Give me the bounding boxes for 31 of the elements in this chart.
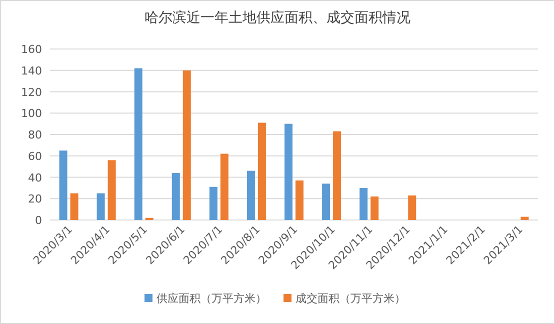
- bar: [209, 186, 218, 220]
- bar: [333, 131, 342, 220]
- legend-label: 供应面积（万平方米）: [156, 292, 266, 305]
- bar: [408, 195, 416, 220]
- y-tick-label: 120: [21, 86, 42, 99]
- y-tick-label: 160: [21, 43, 42, 56]
- bar: [296, 180, 304, 220]
- legend-label: 成交面积（万平方米）: [296, 292, 406, 305]
- bar: [370, 196, 379, 220]
- bar: [134, 68, 142, 220]
- bar: [360, 188, 368, 220]
- bar: [246, 170, 255, 220]
- bar: [220, 154, 228, 220]
- y-tick-label: 0: [35, 214, 42, 227]
- y-tick-label: 80: [28, 128, 42, 142]
- bar: [172, 172, 180, 220]
- y-tick-label: 140: [21, 64, 42, 78]
- y-tick-label: 20: [28, 192, 42, 206]
- bar: [520, 216, 529, 220]
- y-tick-label: 60: [28, 150, 42, 163]
- bar: [258, 122, 266, 220]
- bar: [59, 150, 68, 220]
- bar: [96, 193, 105, 220]
- y-tick-label: 40: [28, 171, 42, 184]
- bar: [108, 160, 116, 220]
- bar: [182, 70, 191, 220]
- y-tick-label: 100: [21, 107, 42, 120]
- bar: [70, 193, 78, 220]
- bar: [322, 184, 330, 220]
- title: 哈尔滨近一年土地供应面积、成交面积情况: [144, 10, 410, 26]
- bar: [284, 124, 292, 220]
